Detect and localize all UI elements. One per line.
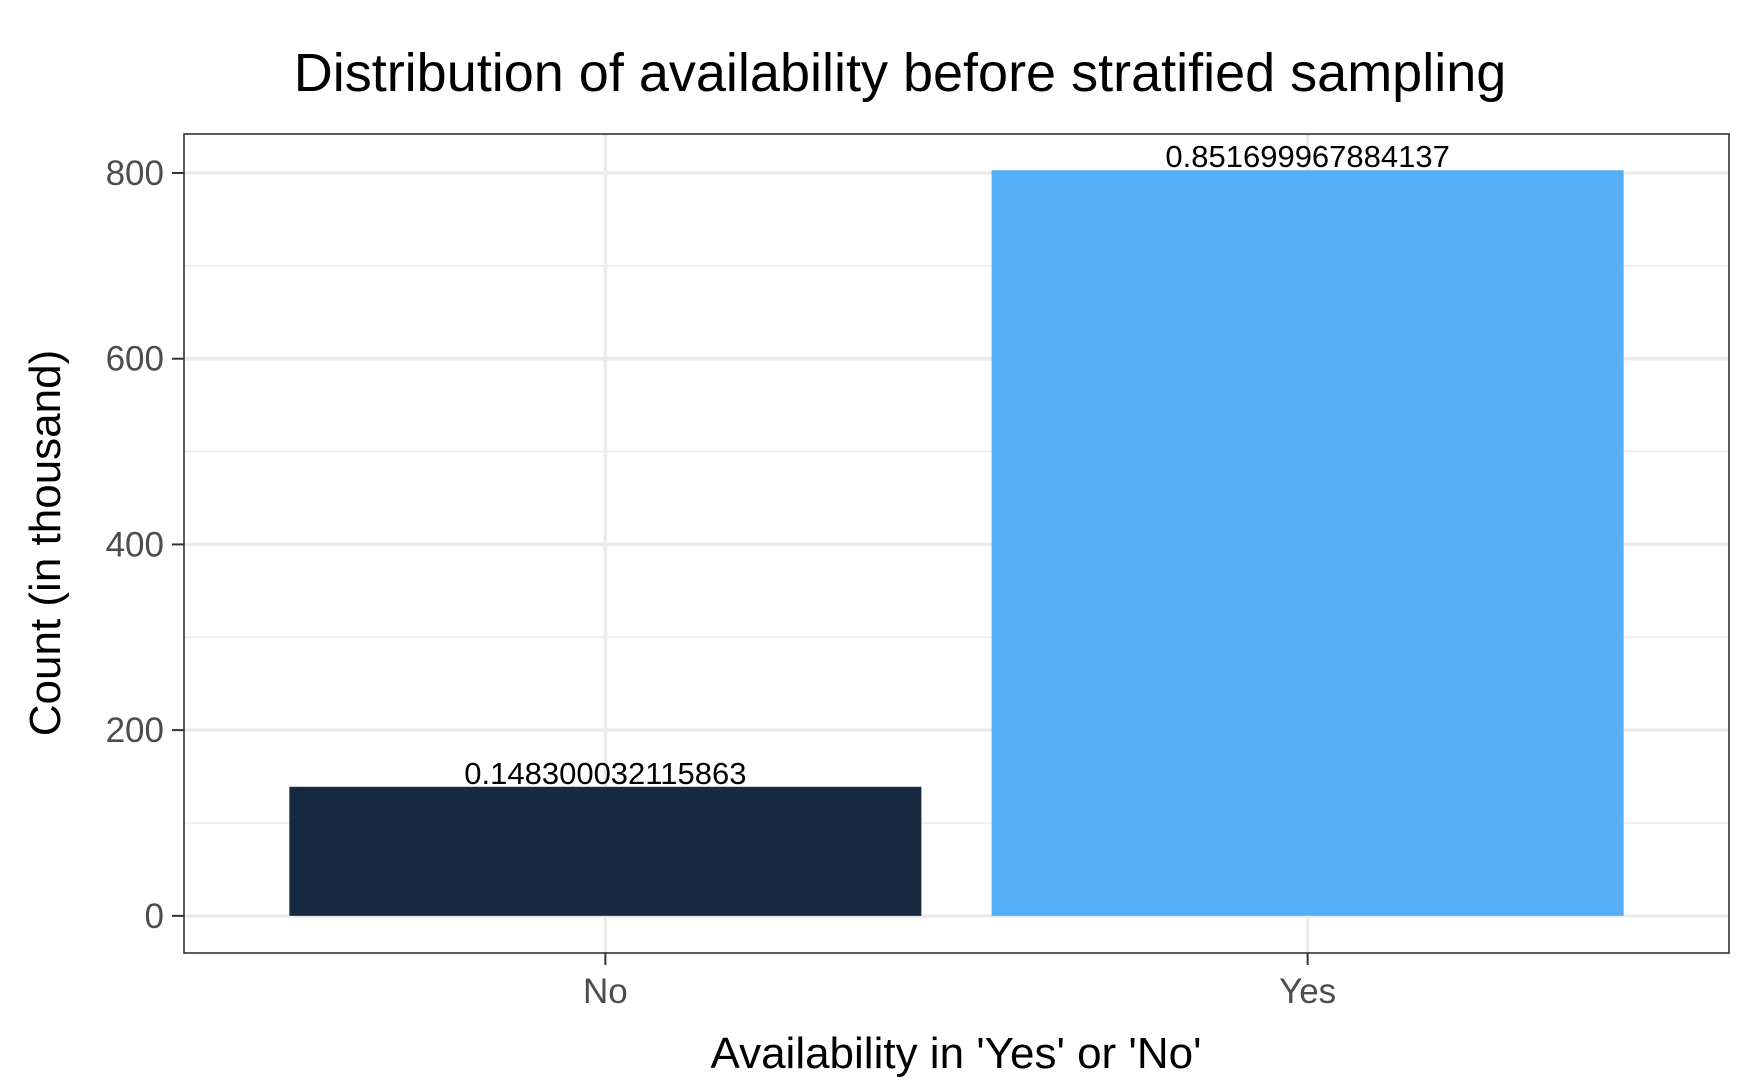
y-tick-label: 600 [106, 340, 164, 379]
x-tick-label: Yes [1279, 972, 1336, 1011]
x-axis-label: Availability in 'Yes' or 'No' [711, 1029, 1202, 1078]
y-tick-label: 800 [106, 154, 164, 193]
bar-value-label: 0.851699967884137 [1165, 139, 1449, 174]
y-tick-label: 0 [145, 897, 164, 936]
bar-no [289, 786, 922, 916]
y-axis: 0 200 400 600 800 [106, 154, 184, 936]
bars [289, 170, 1624, 916]
bar-yes [991, 170, 1624, 916]
bar-value-labels: 0.148300032115863 0.851699967884137 [464, 139, 1450, 791]
y-tick-label: 200 [106, 711, 164, 750]
y-tick-label: 400 [106, 525, 164, 564]
x-tick-label: No [583, 972, 628, 1011]
y-axis-label: Count (in thousand) [21, 350, 70, 736]
chart-title: Distribution of availability before stra… [294, 43, 1507, 103]
x-axis: No Yes [583, 953, 1336, 1011]
bar-value-label: 0.148300032115863 [464, 756, 746, 791]
plot-panel: 0.148300032115863 0.851699967884137 [183, 133, 1730, 954]
